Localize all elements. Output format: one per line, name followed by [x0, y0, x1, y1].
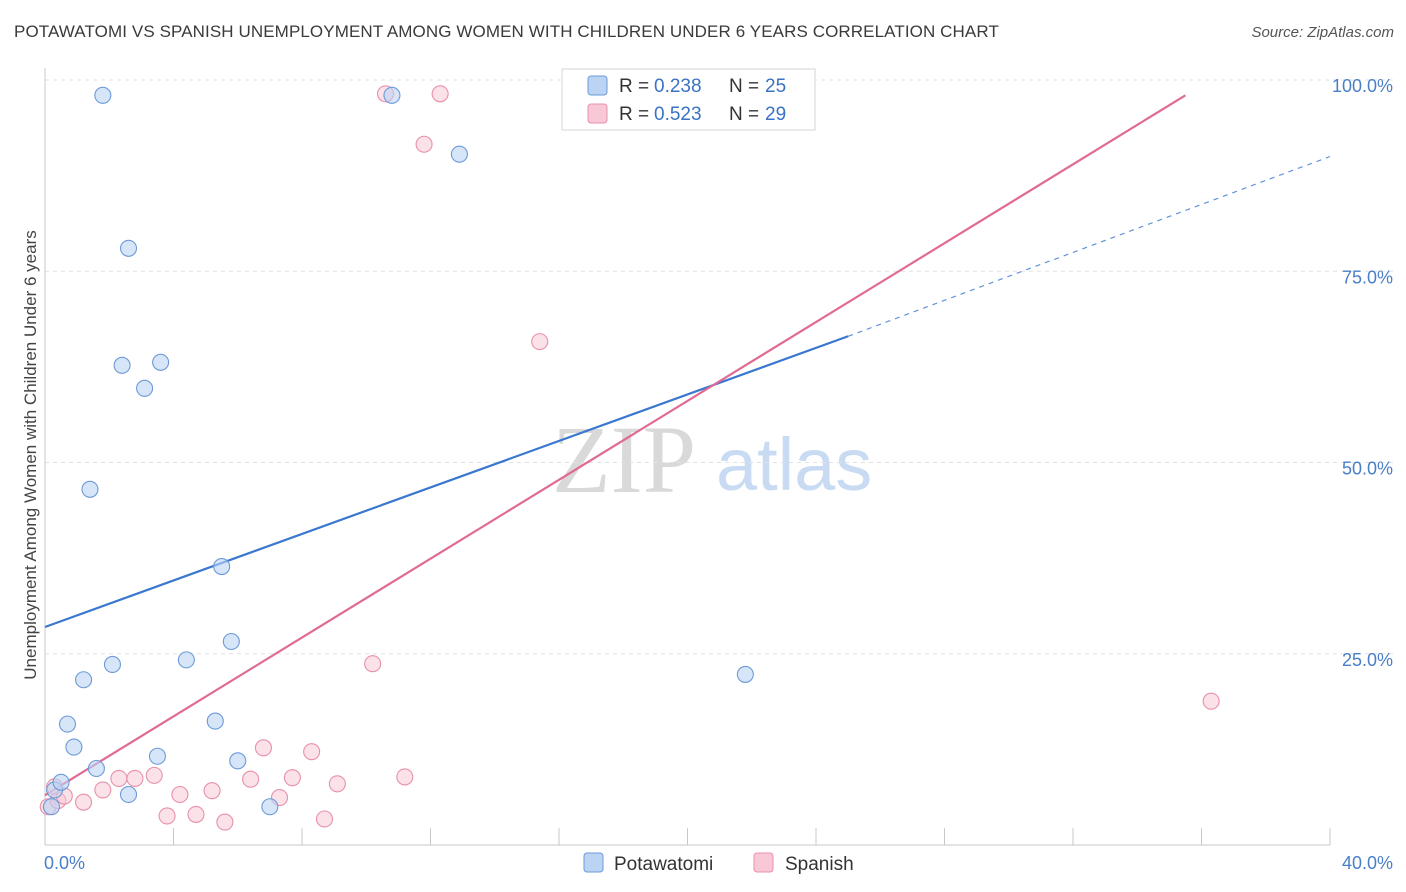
point-potawatomi	[383, 86, 401, 104]
trend-line-spanish	[44, 94, 1187, 797]
point-potawatomi	[113, 356, 131, 374]
point-spanish	[171, 785, 189, 804]
point-spanish	[415, 135, 433, 153]
point-potawatomi	[177, 651, 195, 669]
point-potawatomi	[87, 759, 105, 778]
point-potawatomi	[206, 712, 224, 730]
point-spanish	[203, 782, 221, 800]
legend-n-value-spanish: 29	[765, 104, 786, 125]
legend-swatch-spanish	[587, 103, 608, 124]
bottom-legend: Potawatomi Spanish	[583, 852, 854, 875]
legend-n-label-spanish: N =	[729, 104, 759, 125]
point-potawatomi	[81, 480, 99, 498]
point-spanish	[328, 775, 346, 793]
bottom-legend-swatch-potawatomi	[583, 852, 604, 873]
axes	[44, 68, 1331, 846]
legend-box: R = 0.238 N = 25 R = 0.523 N = 29	[561, 68, 816, 131]
legend-r-label-potawatomi: R =	[619, 76, 649, 97]
chart-title: POTAWATOMI VS SPANISH UNEMPLOYMENT AMONG…	[14, 22, 999, 41]
point-spanish	[431, 85, 449, 103]
y-tick-label-100: 100.0%	[1332, 76, 1393, 96]
point-spanish	[75, 793, 93, 811]
point-potawatomi	[75, 671, 93, 689]
trend-lines	[44, 94, 1331, 797]
data-points	[39, 85, 1220, 831]
y-axis-label: Unemployment Among Women with Children U…	[21, 230, 40, 679]
legend-n-label-potawatomi: N =	[729, 76, 759, 97]
point-potawatomi	[103, 655, 122, 674]
point-spanish	[158, 807, 176, 825]
y-tick-label-25: 25.0%	[1342, 650, 1393, 670]
legend-swatch-potawatomi	[587, 75, 608, 96]
point-spanish	[145, 766, 163, 784]
point-potawatomi	[450, 145, 468, 163]
bottom-legend-label-spanish: Spanish	[785, 854, 854, 875]
y-tick-label-75: 75.0%	[1342, 267, 1393, 287]
point-spanish	[315, 810, 334, 828]
bottom-legend-swatch-spanish	[753, 852, 774, 873]
point-spanish	[187, 805, 205, 823]
y-tick-labels: 25.0% 50.0% 75.0% 100.0%	[1332, 76, 1393, 670]
point-spanish	[283, 769, 301, 787]
point-potawatomi	[261, 798, 279, 816]
point-spanish	[216, 813, 234, 831]
legend-r-value-potawatomi: 0.238	[654, 76, 702, 97]
bottom-legend-label-potawatomi: Potawatomi	[614, 854, 713, 875]
point-potawatomi	[58, 715, 77, 733]
trend-line-potawatomi-extension	[847, 155, 1331, 337]
point-spanish	[254, 739, 273, 757]
point-potawatomi	[213, 557, 231, 576]
source-label: Source: ZipAtlas.com	[1251, 24, 1394, 41]
point-potawatomi	[736, 665, 754, 683]
x-tick-label-max: 40.0%	[1342, 853, 1393, 873]
point-potawatomi	[94, 86, 112, 104]
point-spanish	[396, 768, 414, 786]
legend-r-value-spanish: 0.523	[654, 104, 702, 125]
point-spanish	[364, 655, 382, 673]
point-potawatomi	[119, 785, 138, 804]
point-spanish	[110, 769, 128, 787]
y-tick-label-50: 50.0%	[1342, 459, 1393, 479]
point-potawatomi	[229, 752, 247, 770]
watermark-atlas: atlas	[716, 423, 872, 506]
point-potawatomi	[52, 773, 70, 791]
point-spanish	[94, 781, 112, 799]
point-spanish	[531, 333, 549, 351]
point-potawatomi	[119, 239, 138, 257]
gridlines	[45, 79, 1395, 655]
point-spanish	[126, 769, 144, 787]
point-potawatomi	[136, 379, 154, 397]
point-potawatomi	[222, 632, 240, 651]
point-spanish	[242, 770, 260, 788]
point-potawatomi	[65, 738, 83, 756]
point-spanish	[1202, 692, 1220, 710]
point-spanish	[303, 743, 321, 761]
point-potawatomi	[148, 747, 166, 765]
watermark-zip: ZIP	[552, 406, 696, 513]
legend-r-label-spanish: R =	[619, 104, 649, 125]
x-tick-label-min: 0.0%	[44, 853, 85, 873]
point-potawatomi	[42, 798, 60, 816]
legend-n-value-potawatomi: 25	[765, 76, 786, 97]
point-potawatomi	[152, 353, 170, 371]
